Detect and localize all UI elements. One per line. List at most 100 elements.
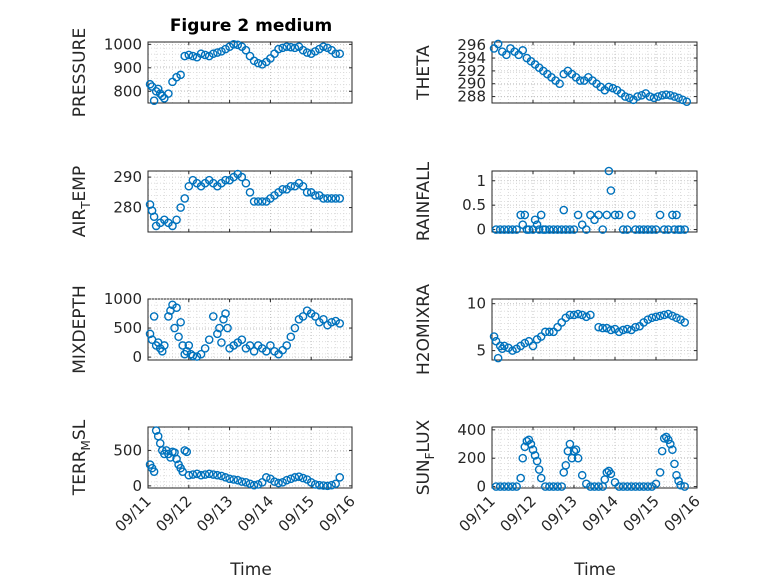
data-point (664, 225, 673, 234)
y-axis-label-subscript: M (79, 440, 93, 450)
data-point (549, 225, 558, 234)
data-point (680, 225, 690, 234)
data-point (649, 93, 659, 103)
data-point (502, 50, 511, 60)
data-point (278, 184, 287, 194)
data-point (282, 341, 292, 350)
data-point (170, 323, 179, 333)
data-point (573, 309, 583, 319)
y-tick-label: 0 (132, 477, 142, 495)
y-tick-label: 200 (457, 449, 486, 467)
data-point (249, 346, 259, 356)
data-point (653, 92, 663, 101)
data-point (335, 194, 345, 203)
data-point (672, 470, 681, 480)
axes-box (491, 426, 698, 489)
data-point (184, 50, 194, 60)
data-point (528, 445, 538, 454)
data-point (257, 478, 267, 487)
data-point (573, 210, 583, 220)
data-point (631, 482, 640, 491)
y-axis-label: H2OMIXRA (414, 284, 434, 375)
data-point (647, 225, 657, 234)
data-point (182, 447, 192, 457)
y-axis-label-subscript: F (423, 452, 437, 459)
data-point (657, 90, 667, 100)
data-point (149, 212, 159, 222)
x-tick-label: 09/12 (497, 492, 540, 535)
data-point (655, 210, 665, 220)
data-point (278, 478, 287, 487)
data-point (306, 478, 316, 487)
y-tick-label: 296 (457, 36, 486, 54)
data-point (614, 482, 624, 491)
data-point (174, 332, 183, 342)
data-point (176, 203, 185, 212)
data-point (582, 312, 591, 322)
data-point (659, 225, 669, 234)
data-point (569, 446, 579, 456)
data-point (172, 454, 181, 464)
data-point (680, 318, 690, 327)
data-point (625, 93, 634, 103)
data-point (160, 341, 169, 350)
data-point (286, 474, 296, 484)
data-point (335, 319, 345, 328)
data-point (600, 475, 610, 484)
y-tick-label: 290 (457, 75, 486, 93)
data-point (577, 310, 587, 320)
data-point (204, 335, 214, 344)
data-point (639, 225, 649, 234)
data-point (602, 210, 612, 220)
data-point (180, 194, 190, 203)
data-point (657, 446, 667, 456)
data-point (164, 312, 173, 321)
data-point (608, 83, 618, 93)
data-point (627, 210, 636, 220)
data-point (565, 310, 575, 320)
data-point (536, 210, 546, 220)
data-point (184, 470, 194, 480)
data-point (331, 479, 340, 489)
y-tick-label: 1 (476, 172, 486, 190)
data-point (606, 469, 616, 479)
data-point (151, 426, 161, 435)
y-tick-label: 500 (113, 441, 142, 459)
data-point (571, 445, 581, 454)
x-tick-label: 09/16 (661, 492, 704, 535)
data-point (180, 446, 190, 455)
y-tick-label: 0 (476, 478, 486, 496)
data-point (245, 51, 255, 61)
data-point (668, 210, 677, 220)
x-tick-label: 09/11 (112, 492, 155, 535)
data-point (604, 166, 614, 176)
data-point (491, 225, 501, 234)
data-point (249, 480, 259, 490)
data-point (520, 210, 530, 220)
data-point (237, 477, 247, 486)
data-point (278, 345, 287, 355)
x-tick-label: 09/15 (275, 492, 318, 535)
data-point (172, 303, 181, 313)
data-point (188, 51, 198, 61)
data-point (541, 482, 550, 491)
data-point (225, 474, 234, 484)
data-point (489, 332, 499, 341)
data-point (331, 194, 340, 203)
data-point (153, 84, 163, 94)
data-point (557, 482, 567, 491)
data-point (504, 225, 513, 234)
data-point (643, 315, 653, 324)
data-point (164, 89, 173, 98)
data-point (518, 46, 528, 55)
data-point (157, 346, 167, 356)
y-axis-label: THETA (414, 45, 434, 101)
data-point (200, 344, 210, 353)
data-point (241, 178, 251, 188)
data-point (499, 225, 509, 234)
y-tick-label: 292 (457, 62, 486, 80)
data-point (319, 42, 328, 51)
data-point (620, 92, 630, 101)
y-axis-label-rest: LUX (414, 419, 434, 452)
y-tick-label: 5 (476, 342, 486, 360)
